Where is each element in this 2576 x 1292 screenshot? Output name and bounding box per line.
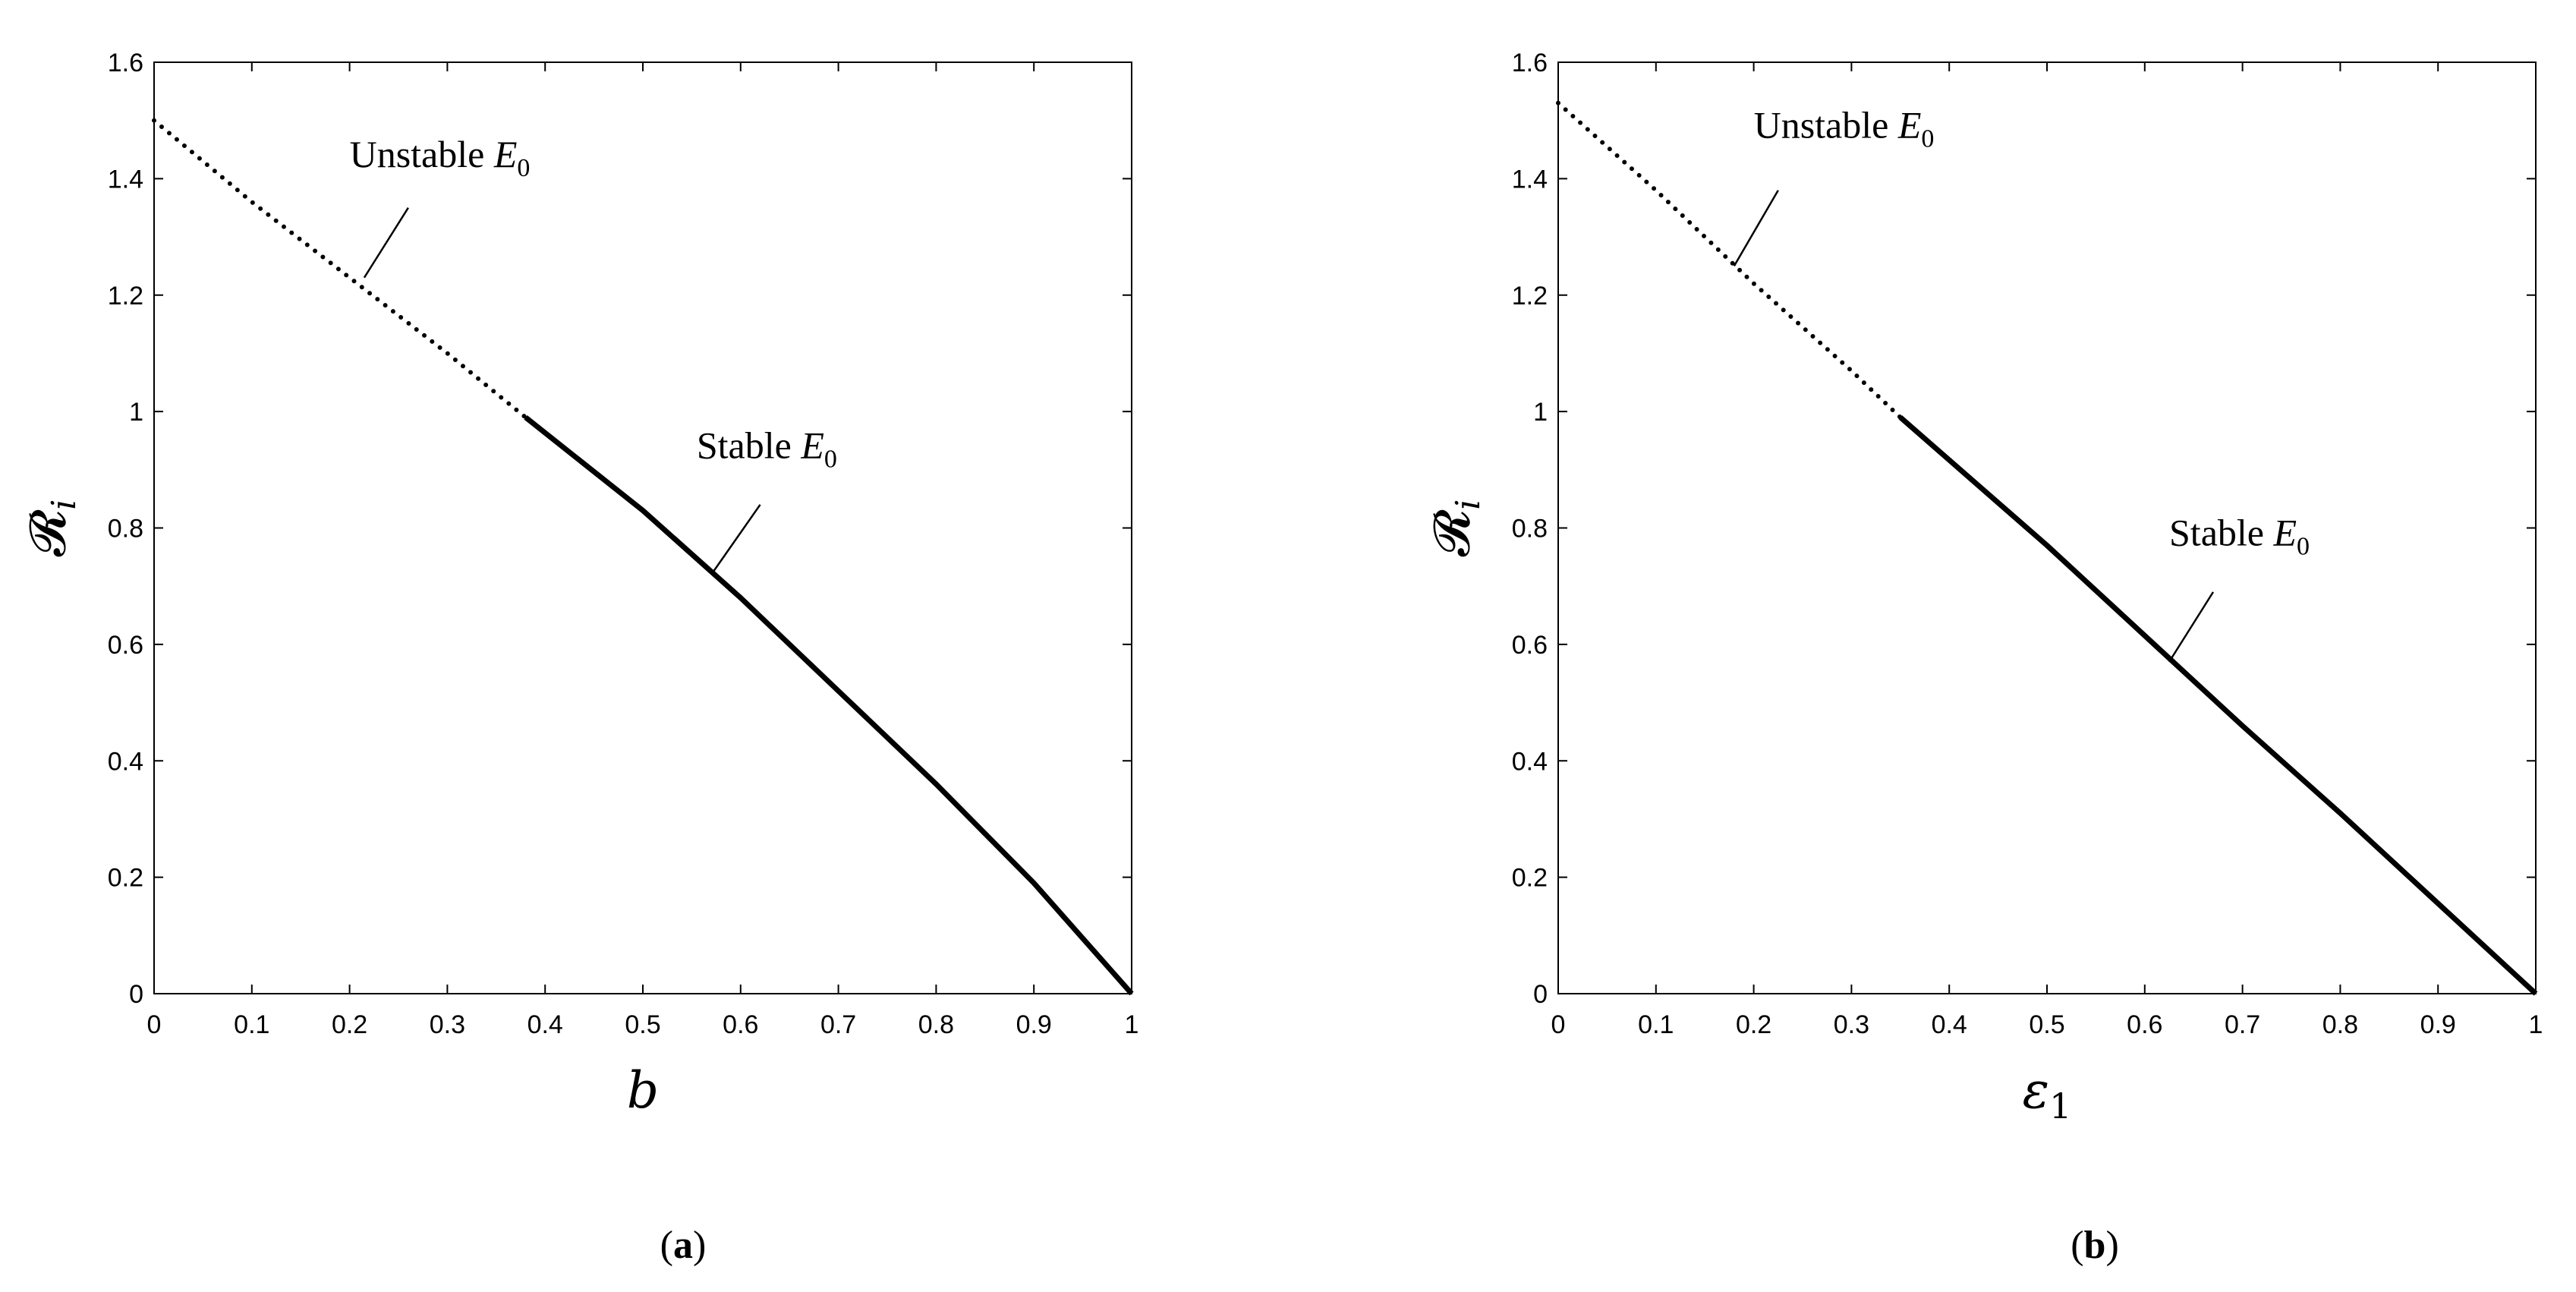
panel-label: (a) [660,1224,707,1267]
y-tick-label: 0.4 [1512,747,1548,776]
chart-panel-a: 0 0.1 0.2 0.3 0.4 0.5 0.6 0.7 0.8 0.9 1 0 0.2 0.4 0.6 0… [18,49,1138,1267]
y-tick-label: 1.2 [1512,282,1548,310]
annotation-subscript: 0 [824,445,837,473]
y-tick-label: 1.4 [1512,165,1548,194]
annotation-subscript: 0 [2297,533,2310,561]
x-tick-label: 0 [147,1010,162,1039]
annotation-label: Stable E0 [697,424,837,473]
x-tick-label: 0.3 [1834,1010,1869,1039]
x-tick-label: 0.8 [2322,1010,2358,1039]
annotation-leader-line [710,504,761,575]
x-tick-label: 0.6 [723,1010,758,1039]
annotation-text: Stable [697,424,801,466]
x-axis-label-subscript: 1 [2049,1086,2071,1127]
panel-label-letter: b [2084,1224,2106,1267]
y-tick-label: 0.6 [108,631,143,660]
y-tick-label: 0 [129,980,143,1009]
x-tick-label: 1 [2529,1010,2543,1039]
y-tick-label: 0.2 [1512,864,1548,893]
panel-label-open-paren: ( [660,1224,673,1267]
y-tick-label: 1 [129,398,143,427]
series-line-dotted [1556,100,1903,420]
y-tick-label: 0.6 [1512,631,1548,660]
annotation-symbol: E [1897,104,1922,147]
y-axis-label: 𝓡i [1422,499,1488,557]
plot-frame [153,61,1132,994]
x-tick-label: 0.8 [918,1010,954,1039]
annotation-leader-line [1733,190,1779,267]
x-tick-label: 1 [1125,1010,1139,1039]
series-line-solid [1898,415,2538,996]
x-tick-label: 0.4 [527,1010,563,1039]
y-tick-label: 0 [1533,980,1548,1009]
annotation-subscript: 0 [1921,125,1934,153]
y-tick-label: 0.8 [108,515,143,544]
annotation-text: Stable [2169,512,2273,554]
y-axis-label-subscript: i [1449,499,1488,510]
y-tick-label: 1.6 [108,49,143,77]
y-tick-label: 1.6 [1512,49,1548,77]
series-line-solid [524,415,1134,996]
y-tick-label: 0.4 [108,747,143,776]
x-tick-label: 0.9 [2420,1010,2456,1039]
x-tick-label: 0.7 [820,1010,856,1039]
x-axis-label: ε1 [2023,1061,2072,1127]
y-axis-label-main: 𝓡 [1422,509,1481,556]
x-tick-label: 0.5 [2029,1010,2064,1039]
annotation-leader-line [363,207,409,279]
annotation-label: Unstable E0 [350,133,531,182]
x-tick-label: 0.6 [2127,1010,2162,1039]
chart-panel-b: 0 0.1 0.2 0.3 0.4 0.5 0.6 0.7 0.8 0.9 1 0 0.2 0.4 0.6 0… [1422,49,2543,1267]
y-tick-label: 1.2 [108,282,143,310]
x-tick-label: 0 [1551,1010,1566,1039]
y-axis-label: 𝓡i [18,499,83,557]
y-axis-label-subscript: i [45,499,83,510]
annotation-text: Unstable [350,133,494,175]
x-tick-label: 0.7 [2225,1010,2260,1039]
panel-label: (b) [2071,1224,2119,1267]
x-tick-label: 0.2 [1736,1010,1771,1039]
y-tick-label: 0.2 [108,864,143,893]
x-tick-label: 0.4 [1932,1010,1967,1039]
x-tick-label: 0.1 [1638,1010,1674,1039]
annotation-leader-line [2168,591,2215,663]
x-tick-label: 0.2 [332,1010,367,1039]
annotation-subscript: 0 [517,154,530,182]
annotation-label: Stable E0 [2169,512,2310,561]
x-axis-label-main: b [627,1061,659,1120]
x-axis-label-main: ε [2023,1061,2049,1120]
x-tick-label: 0.1 [234,1010,269,1039]
x-axis-label: b [627,1061,659,1120]
annotation-text: Unstable [1754,104,1898,147]
panel-label-close-paren: ) [693,1224,706,1267]
plot-frame [1557,61,2537,994]
annotation-symbol: E [800,424,824,466]
y-axis-label-main: 𝓡 [18,509,77,556]
annotation-symbol: E [2272,512,2297,554]
panel-label-close-paren: ) [2105,1224,2118,1267]
x-tick-label: 0.3 [430,1010,465,1039]
y-tick-label: 1.4 [108,165,143,194]
annotation-label: Unstable E0 [1754,104,1935,153]
x-tick-label: 0.9 [1016,1010,1052,1039]
panel-label-open-paren: ( [2071,1224,2083,1267]
y-tick-label: 0.8 [1512,515,1548,544]
x-tick-label: 0.5 [625,1010,660,1039]
y-tick-label: 1 [1533,398,1548,427]
panel-label-letter: a [673,1224,693,1267]
annotation-symbol: E [493,133,518,175]
